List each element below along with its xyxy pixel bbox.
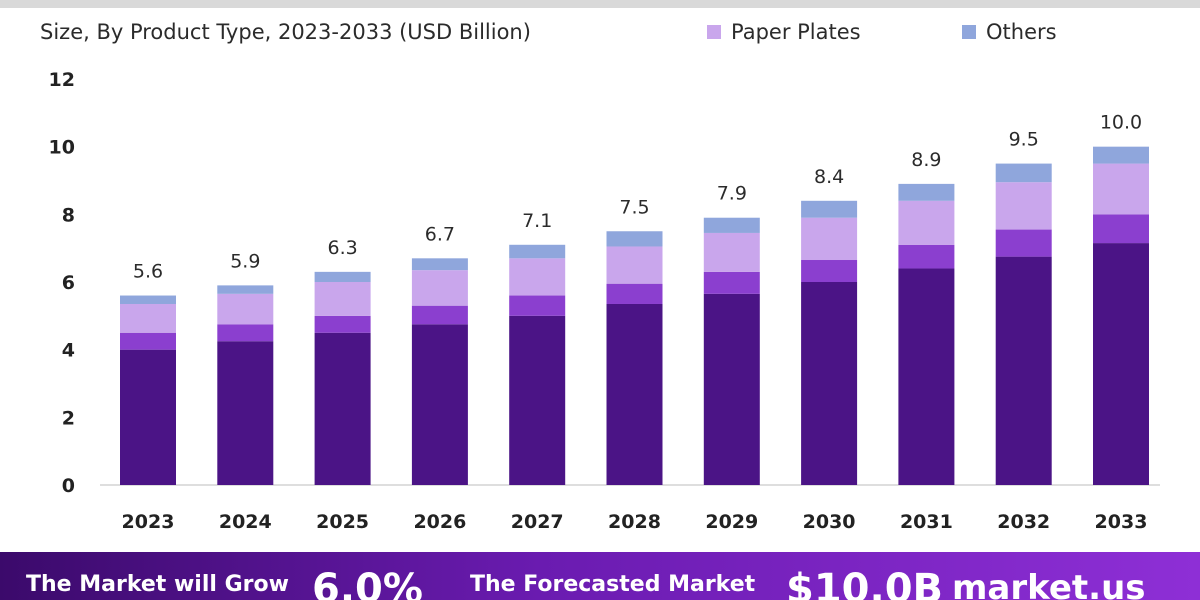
- bar-segment-paper-plates: [411, 270, 468, 306]
- bar-segment-series-1: [703, 293, 760, 485]
- bar-segment-series-2: [703, 271, 760, 294]
- bar-segment-series-2: [898, 244, 955, 269]
- bar-segment-series-2: [411, 305, 468, 325]
- bar-total-label: 5.6: [133, 261, 163, 283]
- x-tick-label: 2029: [705, 511, 758, 533]
- bar-segment-series-2: [995, 229, 1052, 257]
- bar-segment-paper-plates: [606, 246, 663, 284]
- stacked-bar-chart: 0 2 4 6 8 10 12 5.6 2023 5.9 2024 6.3 2025 6.7 2026 7.1…: [49, 69, 1160, 533]
- y-tick-label: 12: [49, 69, 75, 91]
- legend-item-others: Others: [962, 20, 1057, 44]
- bar-total-label: 7.1: [522, 210, 552, 232]
- y-tick-label: 10: [49, 137, 75, 159]
- bar-segment-series-2: [314, 315, 371, 333]
- legend-swatch-others: [962, 25, 976, 39]
- bar-segment-paper-plates: [995, 182, 1052, 230]
- bar-segment-series-1: [801, 282, 858, 485]
- x-tick-label: 2028: [608, 511, 661, 533]
- x-tick-label: 2023: [122, 511, 175, 533]
- bar-total-label: 7.9: [717, 183, 747, 205]
- bar-segment-series-1: [509, 315, 566, 485]
- bar-segment-others: [898, 183, 955, 201]
- brand-logo: market.us: [952, 568, 1146, 600]
- bar-segment-others: [217, 285, 274, 294]
- chart-legend: Paper Plates Others: [0, 20, 1200, 52]
- x-tick-label: 2031: [900, 511, 953, 533]
- bar-total-label: 10.0: [1100, 112, 1142, 134]
- bar-total-label: 7.5: [619, 196, 649, 218]
- bar-segment-series-2: [509, 295, 566, 316]
- legend-label-paper-plates: Paper Plates: [731, 20, 861, 44]
- footer-grow-text: The Market will Grow: [26, 572, 289, 597]
- x-tick-label: 2033: [1095, 511, 1148, 533]
- chart-subtitle: Size, By Product Type, 2023-2033 (USD Bi…: [40, 20, 531, 44]
- y-tick-label: 2: [62, 407, 75, 429]
- bar-segment-paper-plates: [703, 232, 760, 272]
- bar-segment-others: [314, 271, 371, 282]
- bar-segment-series-1: [411, 324, 468, 485]
- bar-segment-series-1: [1093, 243, 1149, 485]
- bar-total-label: 8.4: [814, 166, 844, 188]
- bar-segment-series-1: [217, 341, 274, 485]
- bar-segment-paper-plates: [314, 282, 371, 316]
- bar-total-label: 6.3: [327, 237, 357, 259]
- footer-forecast-value: $10.0B: [786, 566, 944, 600]
- bar-segment-series-1: [606, 303, 663, 485]
- footer-banner: The Market will Grow 6.0% The Forecasted…: [0, 552, 1200, 600]
- bar-segment-others: [411, 258, 468, 271]
- legend-item-paper-plates: Paper Plates: [707, 20, 861, 44]
- x-tick-label: 2032: [997, 511, 1050, 533]
- bar-segment-paper-plates: [217, 293, 274, 325]
- bar-segment-series-2: [1093, 214, 1149, 244]
- bar-segment-others: [703, 217, 760, 233]
- bar-segment-paper-plates: [898, 200, 955, 245]
- bar-total-label: 5.9: [230, 250, 260, 272]
- y-tick-label: 0: [62, 475, 75, 497]
- bar-segment-others: [509, 244, 566, 259]
- y-tick-label: 8: [62, 204, 75, 226]
- legend-swatch-paper-plates: [707, 25, 721, 39]
- bar-segment-others: [1093, 146, 1149, 164]
- footer-forecast-text: The Forecasted Market: [470, 572, 756, 597]
- bar-total-label: 8.9: [911, 149, 941, 171]
- y-tick-label: 6: [62, 272, 75, 294]
- x-tick-label: 2026: [413, 511, 466, 533]
- bar-segment-series-2: [801, 260, 858, 282]
- bar-segment-paper-plates: [1093, 163, 1149, 215]
- x-tick-label: 2025: [316, 511, 369, 533]
- bar-segment-series-2: [606, 283, 663, 304]
- legend-label-others: Others: [986, 20, 1057, 44]
- bar-segment-paper-plates: [801, 217, 858, 261]
- top-title-strip: [0, 0, 1200, 8]
- x-tick-label: 2024: [219, 511, 272, 533]
- x-tick-label: 2027: [511, 511, 564, 533]
- bar-segment-others: [995, 163, 1052, 183]
- bar-segment-series-1: [314, 332, 371, 485]
- bar-total-label: 6.7: [425, 223, 455, 245]
- bar-segment-series-1: [898, 268, 955, 485]
- bar-total-label: 9.5: [1009, 129, 1039, 151]
- bar-segment-series-1: [995, 256, 1052, 485]
- bar-segment-others: [120, 295, 176, 304]
- bar-segment-others: [801, 200, 858, 218]
- footer-cagr-value: 6.0%: [312, 566, 423, 600]
- x-tick-label: 2030: [803, 511, 856, 533]
- bar-segment-paper-plates: [509, 258, 566, 296]
- bar-segment-series-2: [217, 324, 274, 342]
- bar-segment-series-1: [120, 349, 176, 485]
- bar-segment-others: [606, 231, 663, 247]
- bar-segment-series-2: [120, 332, 176, 350]
- y-tick-label: 4: [62, 340, 75, 362]
- bar-segment-paper-plates: [120, 303, 176, 333]
